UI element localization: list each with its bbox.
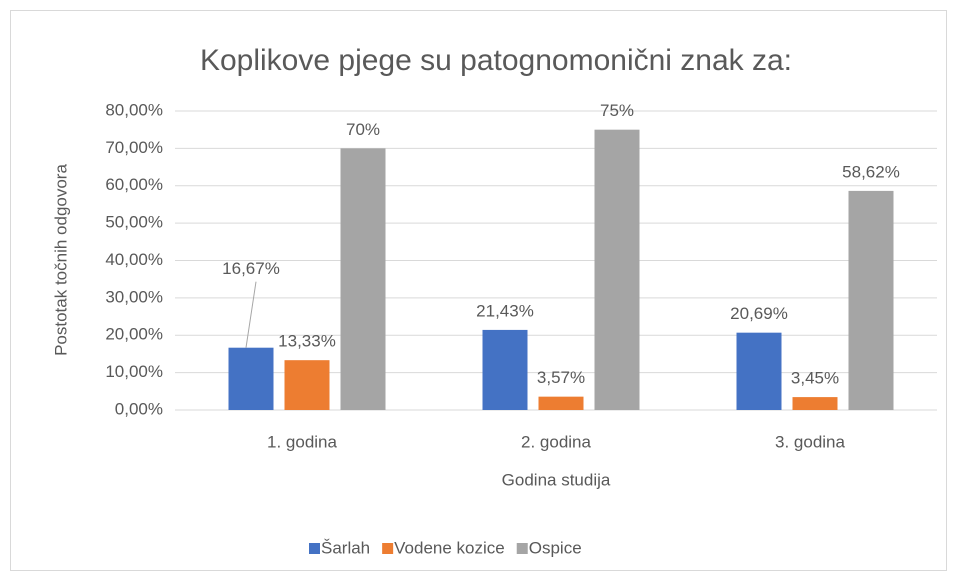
data-label: 13,33% xyxy=(278,332,336,351)
data-label: 70% xyxy=(346,120,380,139)
bar xyxy=(792,397,838,410)
y-axis-title: Postotak točnih odgovora xyxy=(51,164,70,356)
x-tick-label: 3. godina xyxy=(775,432,845,451)
data-label: 58,62% xyxy=(842,162,900,181)
bar xyxy=(538,396,584,410)
data-label: 16,67% xyxy=(222,259,280,278)
data-label: 20,69% xyxy=(730,304,788,323)
legend-label: Ospice xyxy=(529,538,582,557)
chart-title: Koplikove pjege su patognomonični znak z… xyxy=(200,44,792,77)
legend-swatch xyxy=(516,543,528,554)
data-label: 3,45% xyxy=(791,369,839,388)
y-tick-label: 0,00% xyxy=(115,399,163,418)
y-tick-label: 70,00% xyxy=(105,138,163,157)
bar xyxy=(482,329,528,410)
x-tick-label: 2. godina xyxy=(521,432,591,451)
legend-label: Šarlah xyxy=(321,538,370,557)
bar xyxy=(228,347,274,410)
data-label: 75% xyxy=(600,101,634,120)
leader-line xyxy=(245,281,257,348)
legend-label: Vodene kozice xyxy=(394,538,505,557)
y-tick-label: 10,00% xyxy=(105,362,163,381)
data-label: 21,43% xyxy=(476,301,534,320)
bar xyxy=(848,190,894,410)
y-tick-label: 30,00% xyxy=(105,287,163,306)
legend-swatch xyxy=(382,543,394,554)
x-tick-label: 1. godina xyxy=(267,432,337,451)
y-tick-label: 50,00% xyxy=(105,213,163,232)
y-tick-label: 80,00% xyxy=(105,100,163,119)
legend-swatch xyxy=(309,543,320,554)
bar xyxy=(284,360,330,410)
chart-frame xyxy=(10,10,947,571)
data-label: 3,57% xyxy=(537,368,585,387)
bar xyxy=(594,129,640,410)
y-tick-label: 60,00% xyxy=(105,175,163,194)
bar xyxy=(340,148,386,410)
bar xyxy=(736,332,782,410)
x-axis-title: Godina studija xyxy=(502,470,611,489)
y-tick-label: 20,00% xyxy=(105,325,163,344)
y-tick-label: 40,00% xyxy=(105,250,163,269)
